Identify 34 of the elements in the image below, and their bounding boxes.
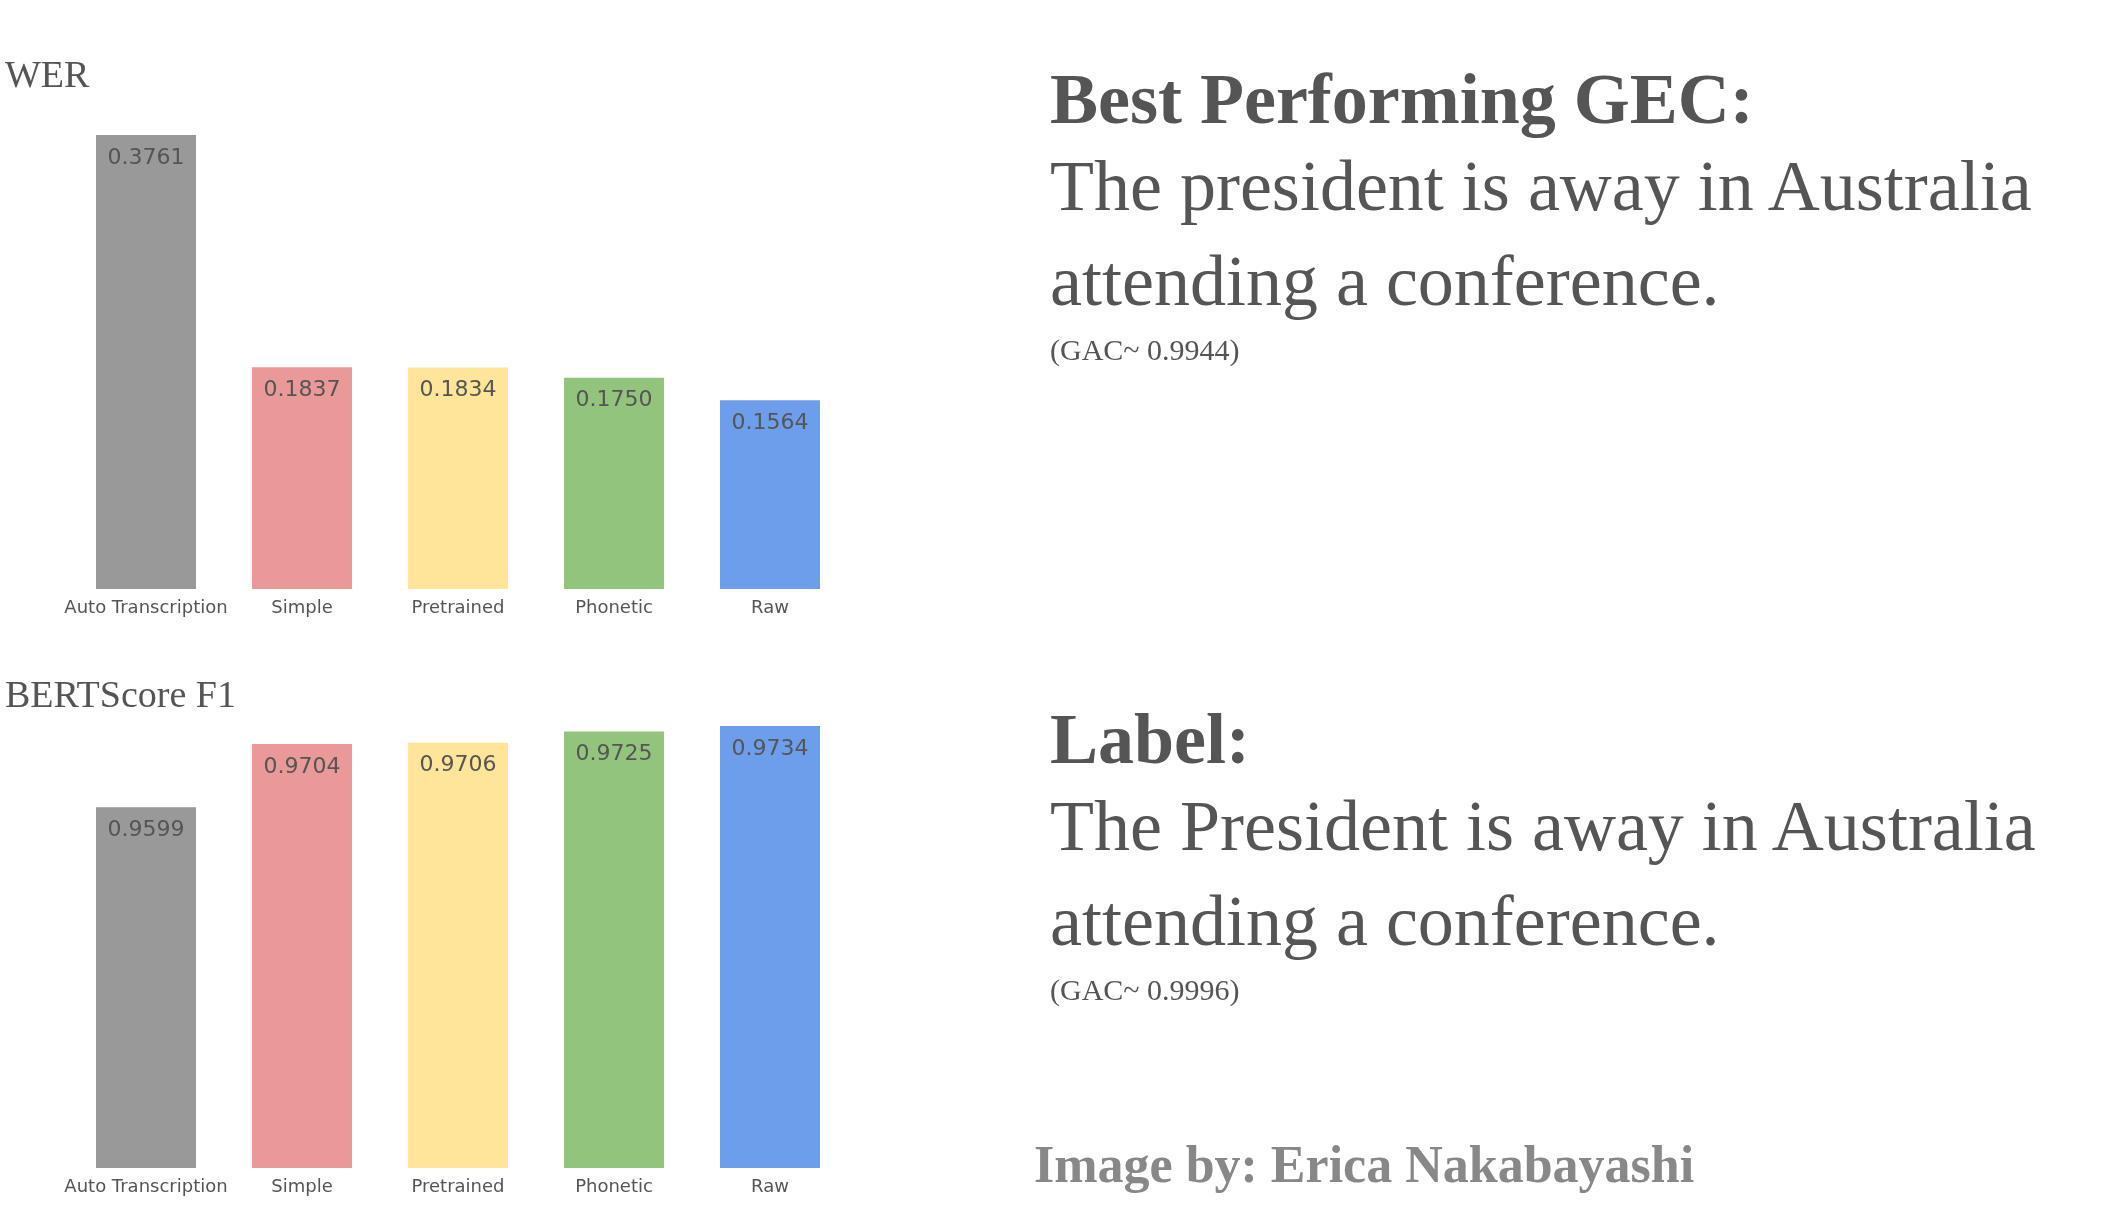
x-tick-label: Raw	[751, 595, 789, 617]
bar	[96, 135, 196, 589]
data-label: 0.9706	[419, 751, 497, 777]
x-tick-label: Phonetic	[575, 1174, 653, 1196]
text: Best Performing GEC:	[1050, 59, 1755, 140]
x-tick-label: Phonetic	[575, 595, 653, 617]
data-label: 0.9599	[107, 815, 185, 841]
x-tick-label: Raw	[751, 1174, 789, 1196]
bar	[564, 377, 664, 589]
data-label: 0.1750	[575, 386, 653, 412]
chart-title: WER	[5, 53, 91, 95]
data-label: 0.1564	[731, 408, 809, 434]
text: The president is away in Australia attending a conference.	[1050, 145, 2033, 324]
x-tick-label: Auto Transcription	[64, 595, 228, 617]
text: Label:	[1050, 699, 1251, 780]
text: The President is away in Australia attending a conference.	[1050, 785, 2037, 964]
data-label: 0.9725	[575, 739, 653, 765]
chart-title: BERTScore F1	[5, 673, 236, 715]
data-label: 0.9704	[263, 752, 341, 778]
text: Image by: Erica Nakabayashi	[1034, 1135, 1695, 1194]
x-tick-label: Pretrained	[411, 1174, 505, 1196]
x-tick-label: Auto Transcription	[64, 1174, 228, 1196]
x-tick-label: Simple	[271, 595, 333, 617]
data-label: 0.3761	[107, 143, 185, 169]
x-tick-label: Pretrained	[411, 595, 505, 617]
x-tick-label: Simple	[271, 1174, 333, 1196]
data-label: 0.9734	[731, 734, 809, 760]
text: (GAC~ 0.9996)	[1050, 973, 1241, 1008]
data-label: 0.1834	[419, 376, 497, 402]
bar	[408, 367, 508, 589]
text: (GAC~ 0.9944)	[1050, 333, 1241, 368]
bar	[252, 367, 352, 589]
bar	[720, 400, 820, 589]
data-label: 0.1837	[263, 375, 341, 401]
